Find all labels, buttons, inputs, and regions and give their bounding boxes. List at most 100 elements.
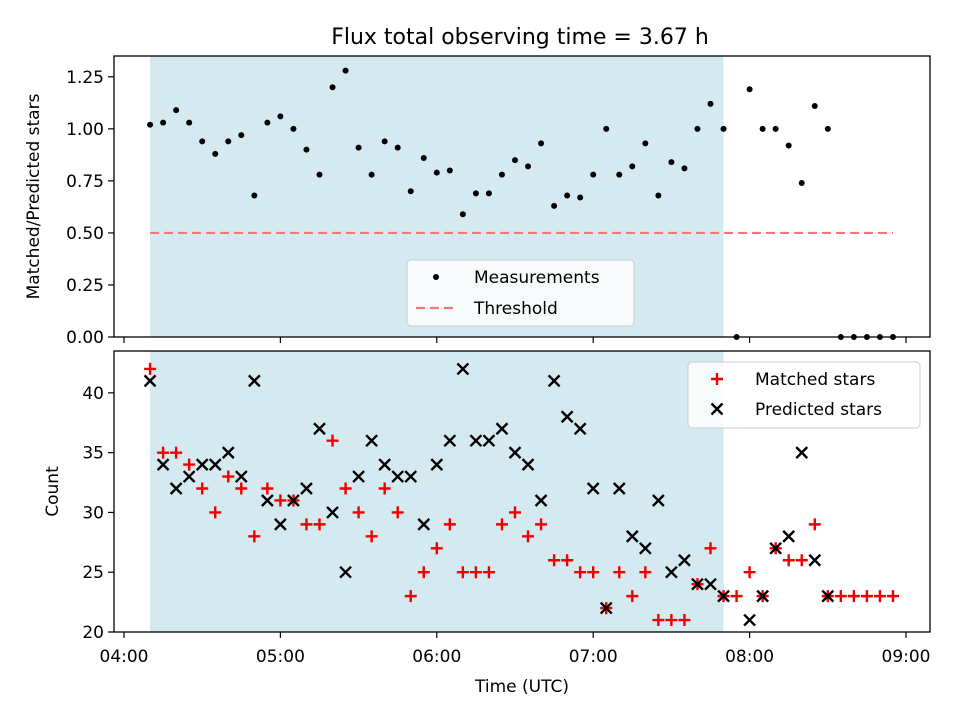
measurement-point <box>720 125 727 132</box>
measurement-point <box>577 194 584 201</box>
measurement-point <box>798 179 805 186</box>
matched-star-point <box>222 470 235 483</box>
matched-star-point <box>535 518 548 531</box>
measurement-point <box>538 140 545 147</box>
predicted-star-point <box>691 577 704 591</box>
matched-star-point <box>248 530 261 543</box>
measurement-point <box>186 119 193 126</box>
measurement-point <box>759 125 766 132</box>
matched-star-point <box>378 482 391 495</box>
measurement-point <box>772 125 779 132</box>
matched-star-point <box>313 518 326 531</box>
predicted-star-point <box>808 553 822 567</box>
matched-star-point <box>300 518 313 531</box>
matched-star-point <box>613 566 626 579</box>
y-axis-label: Count <box>43 466 63 517</box>
measurement-point <box>616 171 623 178</box>
measurement-point <box>394 144 401 151</box>
legend-label: Matched stars <box>755 370 875 390</box>
axes-frame <box>113 350 931 633</box>
matched-star-point <box>782 554 795 567</box>
y-tick-label: 1.00 <box>66 120 104 140</box>
predicted-star-point <box>756 589 769 603</box>
matched-star-point <box>860 590 873 603</box>
y-tick-label: 0.00 <box>66 328 104 348</box>
measurement-point <box>420 154 427 161</box>
y-axis-label: Matched/Predicted stars <box>24 93 44 299</box>
predicted-star-point <box>665 565 678 579</box>
y-tick-label: 20 <box>82 623 104 643</box>
y-tick-label: 25 <box>82 563 104 583</box>
measurement-point <box>811 102 818 109</box>
measurement-point <box>642 140 649 147</box>
measurement-point <box>264 119 271 126</box>
measurement-point <box>459 211 466 218</box>
matched-star-point <box>157 446 170 459</box>
matched-star-point <box>847 590 860 603</box>
predicted-star-point <box>795 446 809 459</box>
predicted-star-point <box>143 374 157 388</box>
measurement-point <box>251 192 258 199</box>
matched-star-point <box>482 566 495 579</box>
legend: Matched stars Predicted stars <box>687 361 921 429</box>
predicted-star-point <box>599 601 613 615</box>
matched-star-point <box>808 518 821 531</box>
predicted-star-point <box>769 541 783 555</box>
legend-matched-marker <box>711 373 723 385</box>
predicted-star-point <box>182 470 196 483</box>
legend-predicted-marker <box>710 402 724 416</box>
x-tick-label: 07:00 <box>569 647 618 667</box>
predicted-star-point <box>560 410 574 424</box>
legend-label: Threshold <box>473 299 558 319</box>
matched-star-point <box>743 566 756 579</box>
predicted-star-point <box>586 482 600 495</box>
matched-star-point <box>834 590 847 603</box>
measurement-point <box>225 138 232 145</box>
measurement-point <box>342 67 349 74</box>
x-tick-label: 09:00 <box>882 647 931 667</box>
predicted-star-point <box>378 458 392 471</box>
measurement-point <box>498 171 505 178</box>
measurement-point <box>525 163 532 170</box>
matched-star-point <box>509 506 521 519</box>
predicted-star-point <box>339 565 352 579</box>
measurement-point <box>433 169 440 176</box>
measurement-point <box>824 125 831 132</box>
matched-star-point <box>665 614 678 627</box>
matched-star-point <box>391 506 404 519</box>
predicted-star-point <box>521 458 535 471</box>
predicted-star-point <box>652 494 665 507</box>
predicted-star-point <box>612 482 626 495</box>
predicted-star-point <box>704 577 717 591</box>
legend-label: Predicted stars <box>755 400 882 420</box>
predicted-star-point <box>495 422 509 436</box>
x-axis-label: Time (UTC) <box>474 677 569 697</box>
measurement-point <box>668 159 675 166</box>
measurement-point <box>681 165 688 172</box>
predicted-star-point <box>326 506 339 519</box>
matched-star-point <box>574 566 587 579</box>
measurement-point <box>407 188 414 195</box>
matched-star-point <box>678 614 691 627</box>
predicted-star-point <box>352 470 365 483</box>
legend-label: Measurements <box>474 268 600 288</box>
predicted-star-point <box>274 518 287 531</box>
measurement-point <box>238 132 245 139</box>
measurement-point <box>173 107 180 114</box>
matched-star-point <box>495 518 508 531</box>
predicted-star-point <box>221 446 235 459</box>
measurement-point <box>381 138 388 145</box>
predicted-star-point <box>195 458 209 471</box>
predicted-star-point <box>625 529 639 543</box>
matched-star-point <box>561 554 574 567</box>
predicted-star-point <box>717 589 730 603</box>
measurement-point <box>694 125 701 132</box>
measurement-point <box>290 125 297 132</box>
predicted-star-point <box>287 494 300 507</box>
predicted-star-point <box>443 434 457 448</box>
shaded-span <box>150 351 724 632</box>
matched-star-point <box>209 506 222 519</box>
y-tick-label: 0.50 <box>66 224 104 244</box>
predicted-star-point <box>234 470 248 483</box>
predicted-star-point <box>508 446 522 459</box>
